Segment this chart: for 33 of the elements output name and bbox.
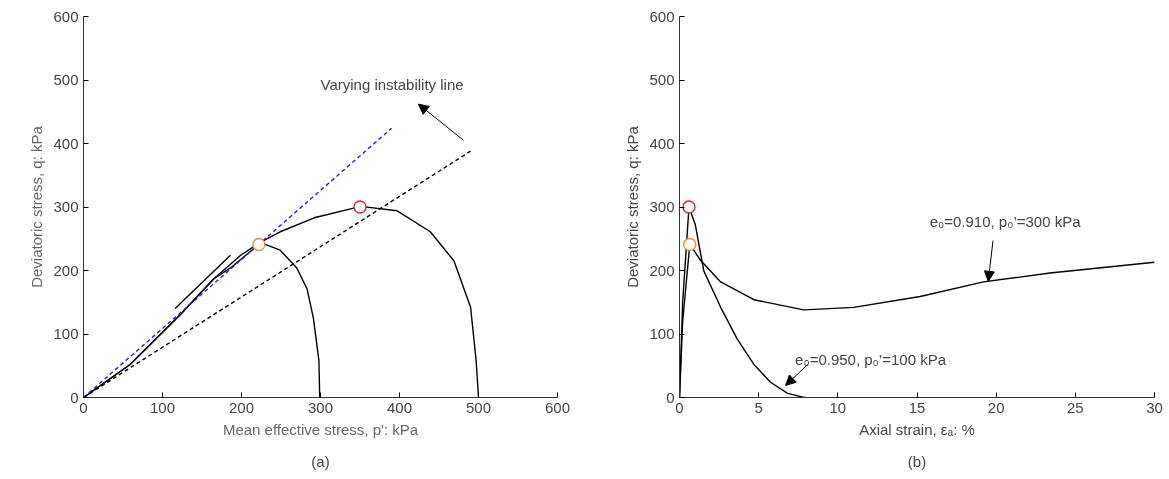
x-tick-label: 15 bbox=[908, 398, 926, 416]
x-tick-label: 10 bbox=[829, 398, 847, 416]
y-tick-label: 200 bbox=[53, 261, 79, 279]
x-tick-label: 100 bbox=[149, 398, 176, 416]
y-tick-label: 100 bbox=[53, 325, 79, 342]
x-tick-label: 500 bbox=[465, 398, 492, 416]
x-tick-label: 25 bbox=[1066, 398, 1084, 416]
y-tick-label: 200 bbox=[649, 261, 675, 279]
x-tick-label: 5 bbox=[754, 398, 763, 416]
annotation: Varying instability line bbox=[320, 75, 464, 93]
text: (a) bbox=[311, 452, 330, 470]
annotation: e₀=0.950, p₀’=100 kPa bbox=[795, 351, 947, 369]
x-tick-label: 600 bbox=[544, 398, 571, 416]
y-tick-label: 600 bbox=[53, 7, 79, 25]
y-tick-label: 400 bbox=[53, 134, 79, 152]
x-tick-label: 20 bbox=[987, 398, 1005, 416]
x-axis-title: Mean effective stress, p': kPa bbox=[222, 420, 419, 438]
y-tick-label: 400 bbox=[649, 134, 675, 152]
y-tick-label: 100 bbox=[649, 325, 675, 342]
x-tick-label: 300 bbox=[307, 398, 334, 416]
text: (b) bbox=[907, 452, 927, 470]
x-axis-title: Axial strain, εₐ: % bbox=[859, 420, 975, 438]
y-axis-title: Deviatoric stress, q: kPa bbox=[28, 125, 46, 288]
y-tick-label: 500 bbox=[53, 71, 79, 88]
x-tick-label: 30 bbox=[1146, 398, 1163, 416]
y-tick-label: 600 bbox=[649, 7, 675, 25]
annotation: e₀=0.910, p₀’=300 kPa bbox=[929, 212, 1082, 230]
x-tick-label: 200 bbox=[228, 398, 255, 416]
y-tick-label: 300 bbox=[53, 198, 79, 215]
y-tick-label: 500 bbox=[649, 71, 675, 88]
y-tick-label: 300 bbox=[649, 198, 675, 215]
y-axis-title: Deviatoric stress, q: kPa bbox=[624, 125, 642, 288]
x-tick-label: 400 bbox=[386, 398, 413, 416]
